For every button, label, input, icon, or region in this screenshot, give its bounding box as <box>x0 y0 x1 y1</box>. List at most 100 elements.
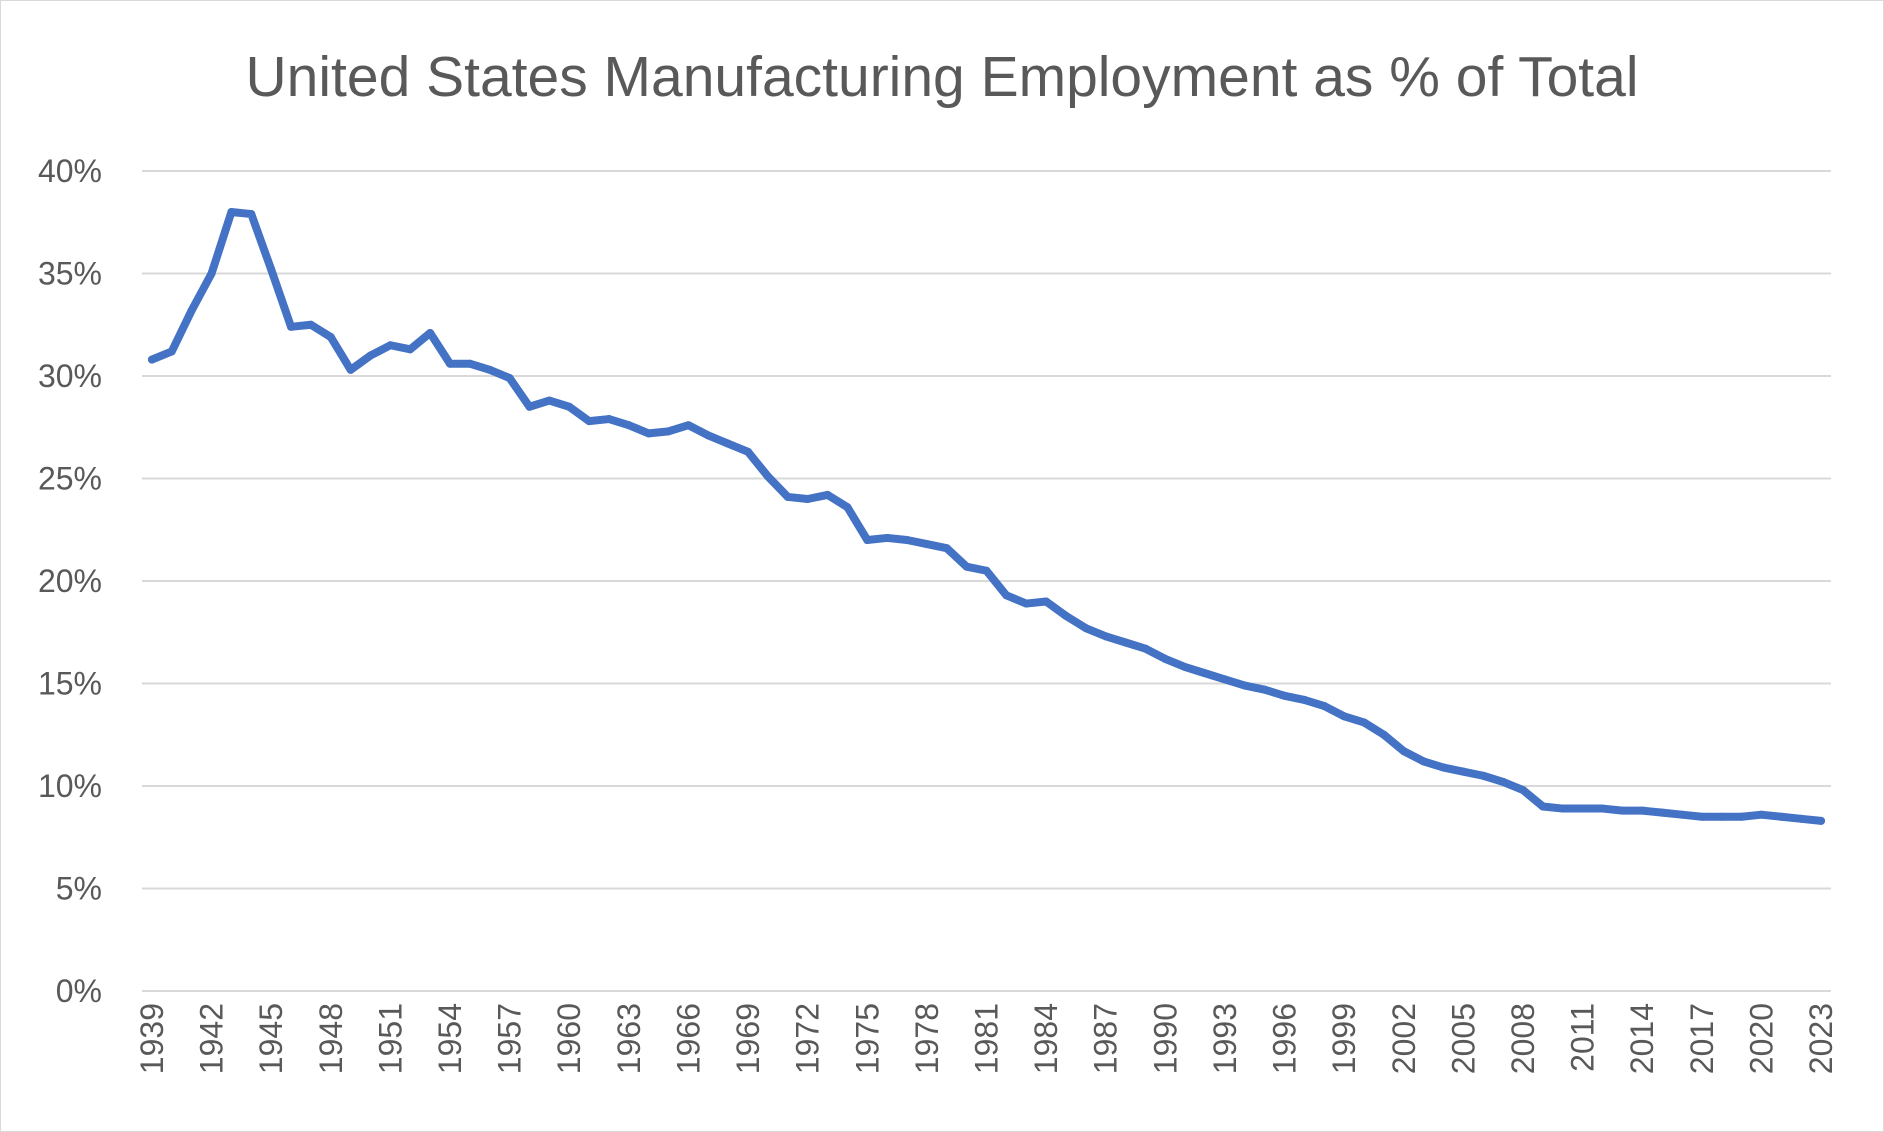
y-tick-label: 10% <box>38 768 102 804</box>
data-point <box>1280 691 1289 700</box>
x-tick-label: 1957 <box>492 1003 528 1074</box>
data-point <box>1300 695 1309 704</box>
data-point <box>843 503 852 512</box>
x-tick-label: 1996 <box>1267 1003 1303 1074</box>
data-point <box>1717 812 1726 821</box>
x-tick-label: 1990 <box>1147 1003 1183 1074</box>
data-point <box>1260 685 1269 694</box>
data-point <box>982 566 991 575</box>
x-tick-label: 1987 <box>1088 1003 1124 1074</box>
series-layer <box>147 208 1826 825</box>
data-point <box>1499 777 1508 786</box>
data-point <box>1360 718 1369 727</box>
data-point <box>903 536 912 544</box>
x-tick-label: 1948 <box>313 1003 349 1074</box>
y-tick-label: 40% <box>38 153 102 189</box>
x-tick-label: 2020 <box>1743 1003 1779 1074</box>
data-point <box>704 431 713 440</box>
data-point <box>505 374 514 383</box>
data-point <box>1220 675 1229 684</box>
data-point <box>565 402 574 411</box>
data-point <box>922 540 931 549</box>
data-point <box>1558 804 1567 813</box>
data-point <box>1598 804 1607 813</box>
data-point <box>1399 747 1408 756</box>
y-tick-label: 25% <box>38 461 102 497</box>
data-point <box>1817 816 1826 825</box>
data-point <box>1022 599 1031 608</box>
data-point <box>1121 638 1130 647</box>
data-point <box>1519 786 1528 795</box>
data-point <box>306 320 315 329</box>
y-tick-label: 35% <box>38 256 102 292</box>
x-tick-label: 2023 <box>1803 1003 1839 1074</box>
y-tick-label: 20% <box>38 563 102 599</box>
series-line <box>147 208 1826 825</box>
x-tick-label: 2005 <box>1445 1003 1481 1074</box>
data-point <box>247 210 256 219</box>
x-tick-label: 1963 <box>611 1003 647 1074</box>
data-point <box>1061 611 1070 620</box>
y-tick-label: 5% <box>56 871 102 907</box>
x-tick-label: 1945 <box>253 1003 289 1074</box>
data-point <box>1042 597 1051 606</box>
y-tick-label: 15% <box>38 666 102 702</box>
data-point <box>942 544 951 553</box>
data-point <box>1578 804 1587 813</box>
data-point <box>664 427 673 436</box>
data-point <box>1161 654 1170 663</box>
x-tick-label: 2011 <box>1565 1003 1601 1072</box>
data-point <box>346 365 355 374</box>
y-axis-tick-labels: 0% 5% 10% 15% 20% 25% 30% 35% 40% <box>38 153 102 1009</box>
data-point <box>1181 663 1190 672</box>
data-point <box>406 345 415 354</box>
data-point <box>1658 808 1667 817</box>
data-point <box>1777 812 1786 821</box>
data-point <box>1240 681 1249 690</box>
x-tick-label: 2002 <box>1386 1003 1422 1074</box>
data-point <box>1697 812 1706 821</box>
x-tick-label: 2008 <box>1505 1003 1541 1074</box>
x-tick-label: 1939 <box>134 1003 170 1074</box>
gridlines <box>142 170 1831 992</box>
data-point <box>1101 632 1110 641</box>
data-point <box>426 328 435 337</box>
data-point <box>644 429 653 438</box>
x-tick-label: 1966 <box>670 1003 706 1074</box>
data-point <box>1419 757 1428 766</box>
data-point <box>1459 767 1468 776</box>
data-point <box>1081 624 1090 633</box>
data-point <box>724 439 733 448</box>
data-point <box>604 415 613 424</box>
data-point <box>267 265 276 274</box>
data-point <box>783 492 792 501</box>
x-tick-label: 1972 <box>790 1003 826 1074</box>
data-point <box>1439 763 1448 772</box>
data-point <box>147 355 156 364</box>
data-point <box>525 402 534 411</box>
data-point <box>1618 806 1627 815</box>
data-point <box>585 417 594 426</box>
data-point <box>1379 730 1388 739</box>
data-point <box>545 396 554 405</box>
data-point <box>1002 591 1011 600</box>
data-point <box>1479 771 1488 780</box>
data-point <box>1638 806 1647 815</box>
data-point <box>1797 814 1806 823</box>
x-tick-label: 1978 <box>909 1003 945 1074</box>
data-point <box>167 347 176 356</box>
data-point <box>1757 810 1766 819</box>
data-point <box>684 421 693 430</box>
data-point <box>465 359 474 368</box>
data-point <box>1141 644 1150 653</box>
data-point <box>1538 802 1547 811</box>
data-point <box>386 341 395 350</box>
data-point <box>863 536 872 544</box>
x-tick-label: 1942 <box>194 1003 230 1074</box>
data-point <box>227 208 236 216</box>
data-point <box>366 351 375 360</box>
chart-title: United States Manufacturing Employment a… <box>246 45 1639 109</box>
x-tick-label: 1951 <box>372 1003 408 1074</box>
